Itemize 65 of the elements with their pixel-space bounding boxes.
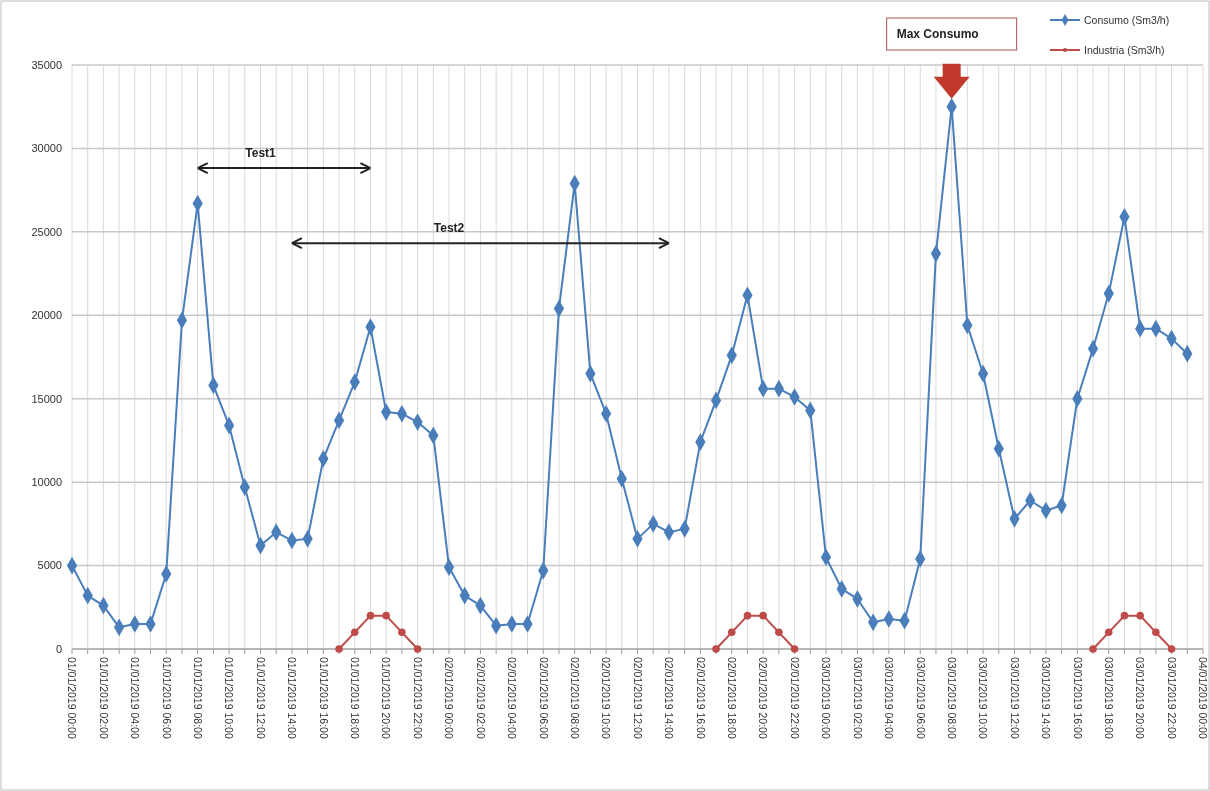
x-tick-label: 02/01/2019 08:00 — [568, 657, 581, 739]
x-tick-label: 03/01/2019 12:00 — [1008, 657, 1021, 739]
y-tick-label: 5000 — [37, 559, 62, 572]
x-tick-label: 03/01/2019 14:00 — [1040, 657, 1053, 739]
x-tick-label: 02/01/2019 14:00 — [663, 657, 676, 739]
x-tick-label: 01/01/2019 08:00 — [191, 657, 204, 739]
x-tick-label: 02/01/2019 10:00 — [600, 657, 613, 739]
point — [1167, 645, 1176, 653]
y-tick-label: 20000 — [31, 309, 62, 322]
y-tick-label: 0 — [55, 642, 62, 655]
point — [1104, 628, 1113, 637]
x-tick-label: 03/01/2019 18:00 — [1103, 657, 1116, 739]
x-tick-label: 04/01/2019 00:00 — [1197, 657, 1210, 739]
x-tick-label: 03/01/2019 02:00 — [851, 657, 864, 739]
x-tick-label: 01/01/2019 16:00 — [317, 657, 330, 739]
annotation: Test1 — [245, 146, 277, 161]
x-tick-label: 01/01/2019 20:00 — [380, 657, 393, 739]
point — [759, 611, 767, 620]
x-tick-label: 02/01/2019 02:00 — [474, 657, 487, 739]
point — [775, 628, 783, 637]
y-tick-label: 35000 — [31, 58, 62, 71]
x-tick-label: 01/01/2019 10:00 — [223, 657, 236, 739]
y-tick-label: 25000 — [31, 225, 62, 238]
x-tick-label: 01/01/2019 18:00 — [349, 657, 362, 739]
x-tick-label: 02/01/2019 20:00 — [757, 657, 770, 739]
x-tick-label: 02/01/2019 22:00 — [788, 657, 801, 739]
x-tick-label: 01/01/2019 00:00 — [66, 657, 79, 739]
x-tick-label: 01/01/2019 14:00 — [286, 657, 299, 739]
legend-label: Consumo (Sm3/h) — [1084, 13, 1170, 26]
x-tick-label: 01/01/2019 06:00 — [160, 657, 173, 739]
x-tick-label: 02/01/2019 06:00 — [537, 657, 550, 739]
text: Max Consumo — [896, 27, 979, 41]
x-tick-label: 03/01/2019 08:00 — [945, 657, 958, 739]
x-tick-label: 03/01/2019 16:00 — [1071, 657, 1084, 739]
x-tick-label: 03/01/2019 22:00 — [1165, 657, 1178, 739]
point — [413, 645, 422, 653]
x-tick-label: 01/01/2019 04:00 — [129, 657, 142, 739]
x-tick-label: 01/01/2019 12:00 — [254, 657, 267, 739]
y-tick-label: 10000 — [31, 475, 62, 488]
point — [1152, 628, 1160, 637]
x-tick-label: 02/01/2019 18:00 — [726, 657, 739, 739]
point — [1120, 611, 1129, 620]
x-tick-label: 03/01/2019 20:00 — [1134, 657, 1147, 739]
point — [743, 611, 752, 620]
annotation: Test2 — [433, 221, 465, 236]
x-tick-label: 02/01/2019 04:00 — [506, 657, 519, 739]
x-tick-label: 03/01/2019 04:00 — [883, 657, 896, 739]
x-tick-label: 02/01/2019 16:00 — [694, 657, 707, 739]
x-tick-label: 03/01/2019 06:00 — [914, 657, 927, 739]
point — [727, 628, 736, 637]
point — [382, 611, 390, 620]
x-tick-label: 03/01/2019 10:00 — [977, 657, 990, 739]
point — [790, 645, 799, 653]
x-tick-label: 01/01/2019 22:00 — [411, 657, 424, 739]
point — [350, 628, 359, 637]
y-tick-label: 15000 — [31, 392, 62, 405]
point — [398, 628, 406, 637]
x-tick-label: 01/01/2019 02:00 — [97, 657, 110, 739]
x-tick-label: 02/01/2019 00:00 — [443, 657, 456, 739]
y-tick-label: 30000 — [31, 142, 62, 155]
x-tick-label: 02/01/2019 12:00 — [631, 657, 644, 739]
point — [1136, 611, 1144, 620]
point — [366, 611, 375, 620]
x-tick-label: 03/01/2019 00:00 — [820, 657, 833, 739]
legend-label: Industria (Sm3/h) — [1084, 43, 1165, 56]
